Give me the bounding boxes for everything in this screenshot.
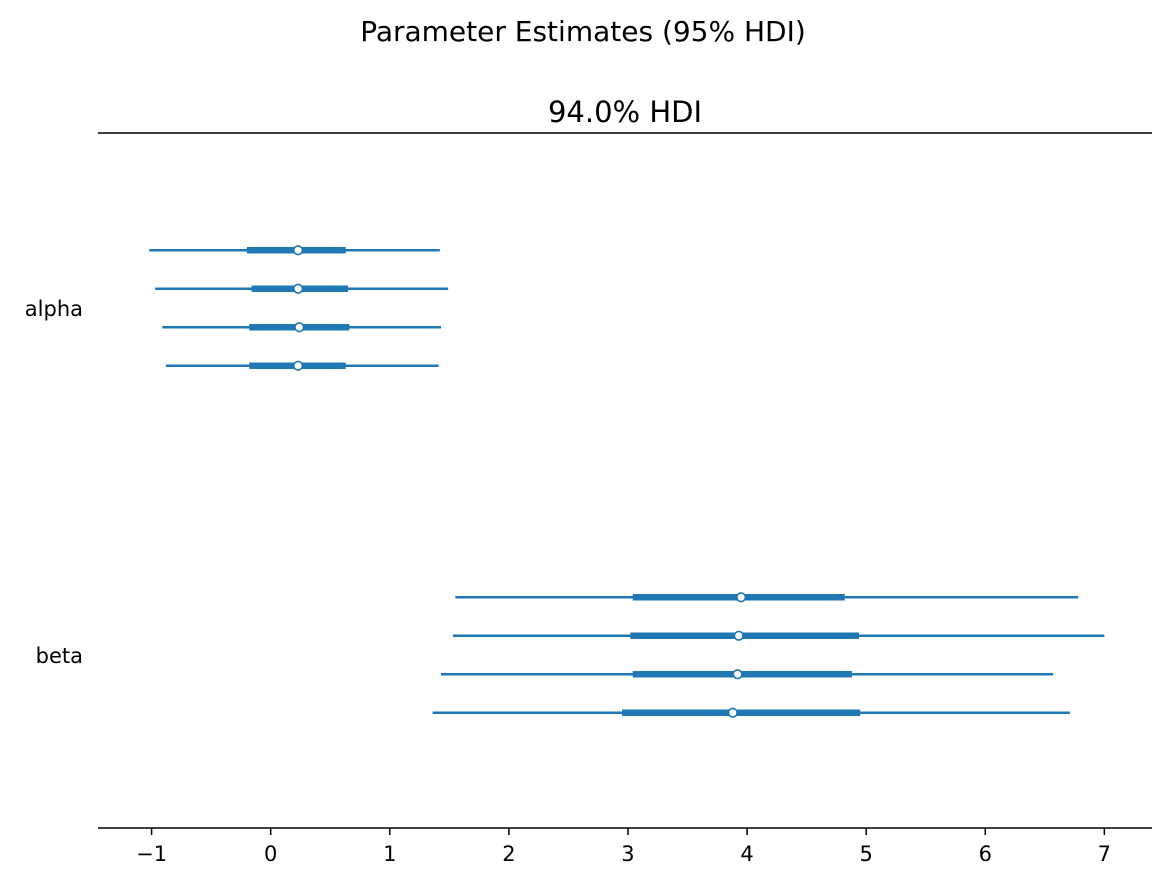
beta-chain-0-median-point <box>736 592 747 603</box>
x-tick-label: 2 <box>502 842 515 866</box>
interval-marks <box>149 245 1105 718</box>
x-tick-label: 3 <box>621 842 634 866</box>
x-tick-label: −1 <box>136 842 167 866</box>
alpha-chain-2-median-point <box>294 322 305 333</box>
beta-chain-2-median-point <box>732 669 743 680</box>
alpha-chain-1-median-point <box>292 283 304 294</box>
param-label-alpha: alpha <box>25 297 83 321</box>
x-tick-label: 0 <box>264 842 277 866</box>
x-axis-ticks: −1 0 1 2 3 4 5 6 7 <box>136 828 1111 866</box>
alpha-chain-3-median-point <box>292 360 304 371</box>
beta-chain-3-median-point <box>727 707 738 718</box>
parameter-labels: alpha beta <box>25 297 83 668</box>
beta-chain-1-median-point <box>733 630 744 641</box>
x-tick-label: 1 <box>383 842 396 866</box>
x-tick-label: 5 <box>859 842 872 866</box>
chart-subtitle: 94.0% HDI <box>548 95 702 129</box>
alpha-chain-0-median-point <box>292 245 304 256</box>
param-label-beta: beta <box>36 644 83 668</box>
x-tick-label: 4 <box>740 842 753 866</box>
chart-title: Parameter Estimates (95% HDI) <box>360 15 806 48</box>
x-tick-label: 7 <box>1098 842 1111 866</box>
x-tick-label: 6 <box>979 842 992 866</box>
